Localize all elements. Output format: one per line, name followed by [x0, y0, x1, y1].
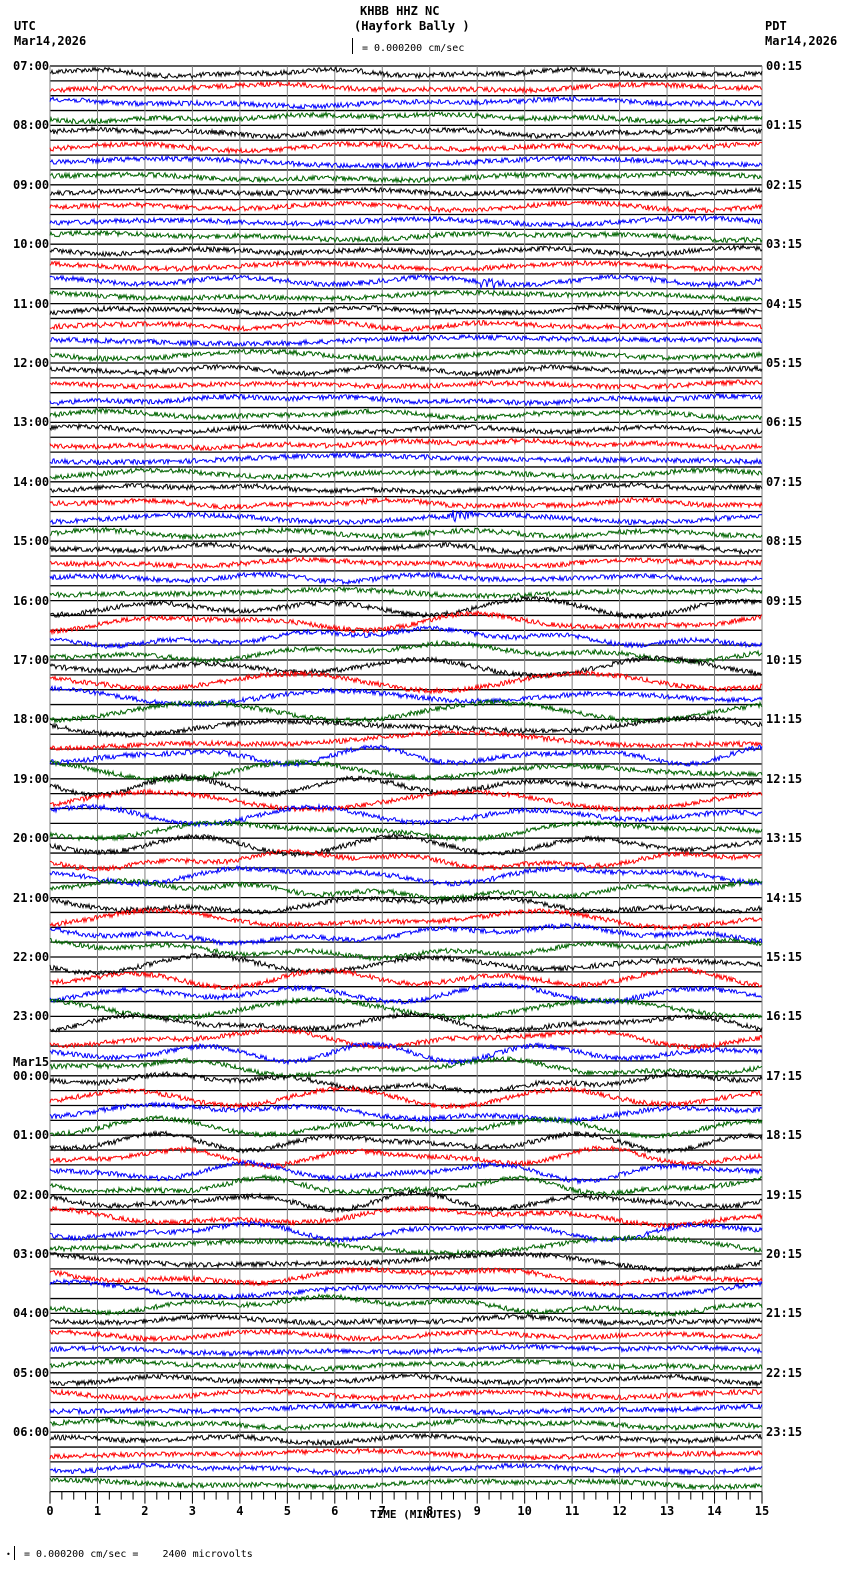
- utc-hour-label: 06:00: [13, 1425, 50, 1440]
- right-date: Mar14,2026: [765, 34, 838, 48]
- left-date: Mar14,2026: [14, 34, 87, 48]
- pdt-hour-label: 07:15: [766, 474, 803, 489]
- pdt-hour-label: 06:15: [766, 415, 803, 430]
- x-tick-label: 8: [426, 1503, 434, 1518]
- pdt-hour-label: 04:15: [766, 296, 803, 311]
- pdt-hour-label: 21:15: [766, 1306, 803, 1321]
- utc-hour-label: 03:00: [13, 1247, 50, 1261]
- utc-hour-label: 11:00: [13, 296, 50, 311]
- pdt-hour-label: 02:15: [766, 177, 803, 192]
- utc-hour-label: 09:00: [13, 177, 50, 192]
- x-tick-label: 2: [141, 1503, 149, 1518]
- utc-hour-label: 16:00: [13, 593, 50, 608]
- utc-hour-label: 07:00: [13, 59, 50, 73]
- utc-hour-label: 12:00: [13, 356, 50, 370]
- utc-hour-label: 23:00: [13, 1009, 50, 1024]
- pdt-hour-label: 17:15: [766, 1068, 803, 1083]
- pdt-hour-label: 16:15: [766, 1009, 803, 1024]
- scale-bar-icon: [352, 38, 353, 54]
- x-tick-label: 0: [46, 1503, 54, 1518]
- x-tick-label: 12: [612, 1503, 627, 1518]
- x-tick-label: 15: [754, 1503, 770, 1518]
- date-change-label: Mar15: [13, 1054, 50, 1069]
- utc-hour-label: 21:00: [13, 890, 50, 905]
- pdt-hour-label: 05:15: [766, 356, 803, 370]
- utc-hour-label: 01:00: [13, 1128, 50, 1143]
- utc-hour-label: 10:00: [13, 237, 50, 252]
- pdt-hour-label: 01:15: [766, 118, 803, 133]
- x-tick-label: 9: [473, 1503, 481, 1518]
- pdt-hour-label: 18:15: [766, 1128, 803, 1143]
- pdt-hour-label: 11:15: [766, 712, 803, 727]
- scale-text: = 0.000200 cm/sec: [362, 43, 465, 54]
- x-tick-label: 10: [517, 1503, 532, 1518]
- utc-hour-label: 17:00: [13, 653, 50, 667]
- x-tick-label: 7: [378, 1503, 386, 1518]
- x-tick-label: 1: [93, 1503, 102, 1518]
- footer-scale-note: = 0.000200 cm/sec = 2400 microvolts: [24, 1549, 253, 1560]
- footer-scale-icon: [14, 1546, 15, 1560]
- right-timezone: PDT: [765, 19, 787, 33]
- utc-hour-label: 04:00: [13, 1306, 50, 1321]
- utc-hour-label: 20:00: [13, 831, 50, 846]
- utc-hour-label: 00:00: [13, 1068, 50, 1083]
- left-timezone: UTC: [14, 19, 36, 33]
- utc-hour-label: 18:00: [13, 712, 50, 727]
- pdt-hour-label: 09:15: [766, 593, 803, 608]
- footer-marker: •: [6, 1550, 11, 1559]
- x-tick-label: 11: [564, 1503, 580, 1518]
- station-title: KHBB HHZ NC: [360, 4, 440, 18]
- x-tick-label: 6: [331, 1503, 339, 1518]
- pdt-hour-label: 12:15: [766, 771, 803, 786]
- pdt-hour-label: 14:15: [766, 890, 803, 905]
- pdt-hour-label: 15:15: [766, 950, 803, 964]
- x-axis-label: TIME (MINUTES): [370, 1508, 463, 1521]
- station-location: (Hayfork Bally ): [354, 19, 470, 33]
- x-tick-label: 3: [188, 1503, 196, 1518]
- pdt-hour-label: 08:15: [766, 534, 803, 549]
- pdt-hour-label: 23:15: [766, 1425, 803, 1440]
- pdt-hour-label: 20:15: [766, 1247, 803, 1261]
- utc-hour-label: 22:00: [13, 950, 50, 964]
- pdt-hour-label: 19:15: [766, 1187, 803, 1202]
- pdt-hour-label: 10:15: [766, 653, 803, 667]
- x-tick-label: 5: [283, 1503, 291, 1518]
- pdt-hour-label: 13:15: [766, 831, 803, 846]
- pdt-hour-label: 03:15: [766, 237, 803, 252]
- utc-hour-label: 02:00: [13, 1187, 50, 1202]
- utc-hour-label: 13:00: [13, 415, 50, 430]
- pdt-hour-label: 00:15: [766, 59, 803, 73]
- utc-hour-label: 08:00: [13, 118, 50, 133]
- pdt-hour-label: 22:15: [766, 1365, 803, 1380]
- utc-hour-label: 05:00: [13, 1365, 50, 1380]
- utc-hour-label: 14:00: [13, 474, 50, 489]
- utc-hour-label: 15:00: [13, 534, 50, 549]
- x-tick-label: 13: [659, 1503, 675, 1518]
- utc-hour-label: 19:00: [13, 771, 50, 786]
- x-tick-label: 4: [236, 1503, 244, 1518]
- x-tick-label: 14: [707, 1503, 722, 1518]
